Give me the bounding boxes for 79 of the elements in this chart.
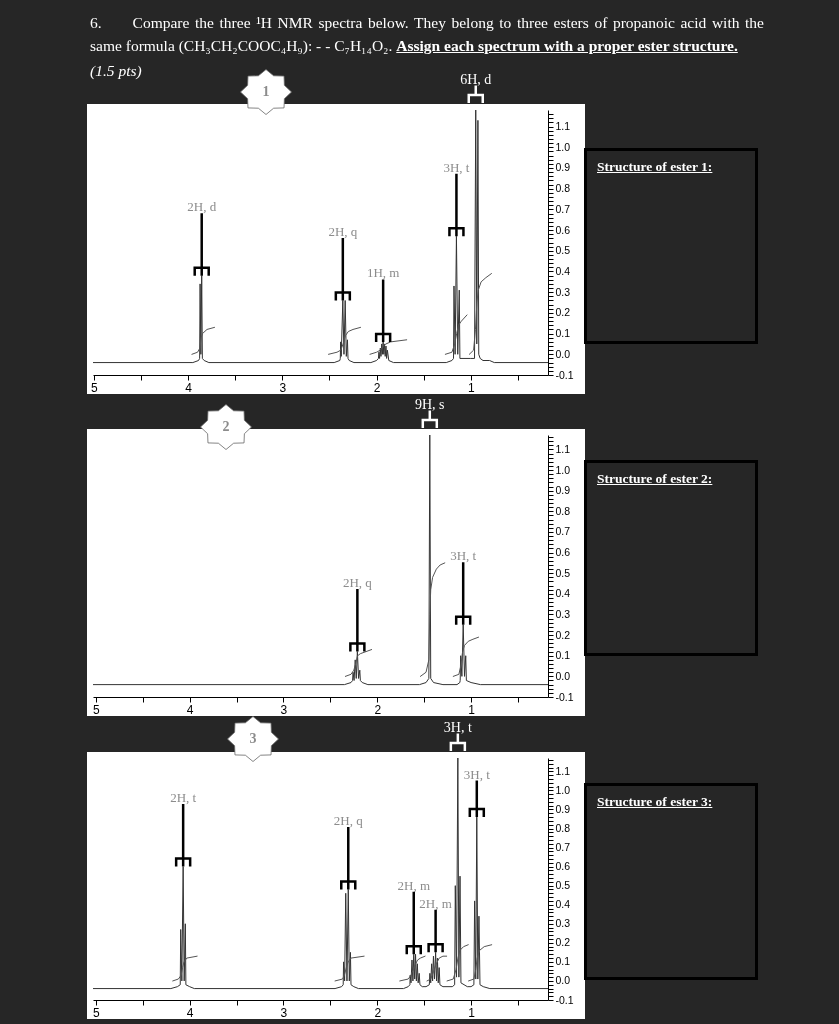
- annotation: 6H, d: [459, 71, 491, 87]
- line-series: [92, 110, 548, 364]
- y-tick-label: 0.9: [555, 161, 570, 174]
- answer-field: Structure of ester 1:: [584, 148, 758, 344]
- x-tick-label: 3: [280, 1005, 288, 1019]
- x-tick-label: 2: [373, 380, 381, 395]
- line-series: [92, 757, 548, 989]
- y-tick-label: 0.9: [555, 483, 570, 496]
- y-tick-label: 0.8: [555, 821, 570, 834]
- x-tick-label: 5: [90, 380, 98, 395]
- annotation: 2H, m: [418, 895, 452, 911]
- y-tick-label: 0.7: [555, 202, 570, 215]
- y-tick-label: 0.4: [555, 586, 570, 599]
- answer-field: Structure of ester 2:: [584, 460, 758, 656]
- y-tick-label: -0.1: [555, 368, 574, 381]
- y-tick-label: 1.0: [555, 140, 570, 153]
- y-tick-label: 0.1: [555, 327, 570, 340]
- annotation: 9H, s: [414, 396, 445, 412]
- x-tick-label: 5: [92, 1005, 100, 1019]
- y-tick-label: 0.5: [555, 244, 570, 257]
- annotation: 3H, t: [449, 547, 477, 563]
- y-tick-label: 0.1: [555, 648, 570, 661]
- y-tick-label: 0.2: [555, 628, 570, 641]
- x-tick-label: 1: [467, 380, 475, 395]
- y-tick-label: -0.1: [555, 690, 574, 703]
- annotation: 2H, q: [333, 812, 363, 828]
- y-tick-label: 0.0: [555, 669, 570, 682]
- y-tick-label: 0.2: [555, 306, 570, 319]
- y-tick-label: 0.3: [555, 285, 570, 298]
- x-tick-label: 5: [92, 702, 100, 717]
- y-tick-label: 0.6: [555, 545, 570, 558]
- x-tick-label: 4: [184, 380, 192, 395]
- y-tick-label: 1.1: [555, 120, 570, 133]
- y-tick-label: 0.7: [555, 840, 570, 853]
- y-tick-label: 0.6: [555, 859, 570, 872]
- text: 1: [262, 84, 270, 99]
- x-tick-label: 1: [467, 1005, 475, 1019]
- annotation: 2H, m: [397, 877, 430, 893]
- x-tick-label: 4: [186, 702, 194, 717]
- y-tick-label: 0.3: [555, 607, 570, 620]
- x-tick-label: 3: [280, 702, 288, 717]
- answer-field: Structure of ester 3:: [584, 783, 758, 980]
- x-tick-label: 4: [186, 1005, 194, 1019]
- annotation: 2H, q: [342, 574, 372, 590]
- text: (1.5 pts): [90, 62, 142, 79]
- y-tick-label: 0.8: [555, 504, 570, 517]
- y-tick-label: 0.3: [555, 916, 570, 929]
- x-tick-label: 2: [373, 1005, 381, 1019]
- y-tick-label: 0.0: [555, 347, 570, 360]
- y-tick-label: 0.4: [555, 264, 570, 277]
- annotation: 2H, q: [327, 223, 358, 239]
- x-tick-label: 2: [373, 702, 381, 717]
- annotation: 2H, d: [186, 199, 217, 215]
- text: 3: [249, 731, 257, 746]
- y-tick-label: 0.0: [555, 973, 570, 986]
- y-tick-label: 0.9: [555, 802, 570, 815]
- line-series: [92, 434, 548, 685]
- text: 2: [222, 419, 230, 434]
- y-tick-label: 0.5: [555, 566, 570, 579]
- y-tick-label: 1.0: [555, 783, 570, 796]
- y-tick-label: 0.2: [555, 935, 570, 948]
- annotation: 1H, m: [366, 265, 399, 281]
- y-tick-label: -0.1: [555, 993, 574, 1005]
- x-tick-label: 3: [279, 380, 286, 395]
- y-tick-label: 0.8: [555, 182, 570, 195]
- y-tick-label: 0.4: [555, 897, 570, 910]
- y-tick-label: 1.1: [555, 764, 570, 777]
- y-tick-label: 0.5: [555, 878, 570, 891]
- y-tick-label: 0.1: [555, 954, 570, 967]
- chart-title: 6. Compare the three ¹H NMR spectra below. They belong to three esters of propanoic acid with the same formula (CH₃CH₂COOC₄H₉): - - C₇H₁₄O₂. Assign each spectrum with a proper ester structure.: [90, 14, 764, 54]
- y-tick-label: 0.6: [555, 223, 570, 236]
- x-tick-label: 1: [467, 702, 475, 717]
- y-tick-label: 0.7: [555, 525, 570, 538]
- y-tick-label: 1.0: [555, 463, 570, 476]
- annotation: 3H, t: [443, 719, 472, 734]
- y-tick-label: 1.1: [555, 442, 570, 455]
- annotation: 3H, t: [442, 159, 470, 175]
- annotation: 3H, t: [463, 766, 490, 781]
- annotation: 2H, t: [169, 789, 197, 805]
